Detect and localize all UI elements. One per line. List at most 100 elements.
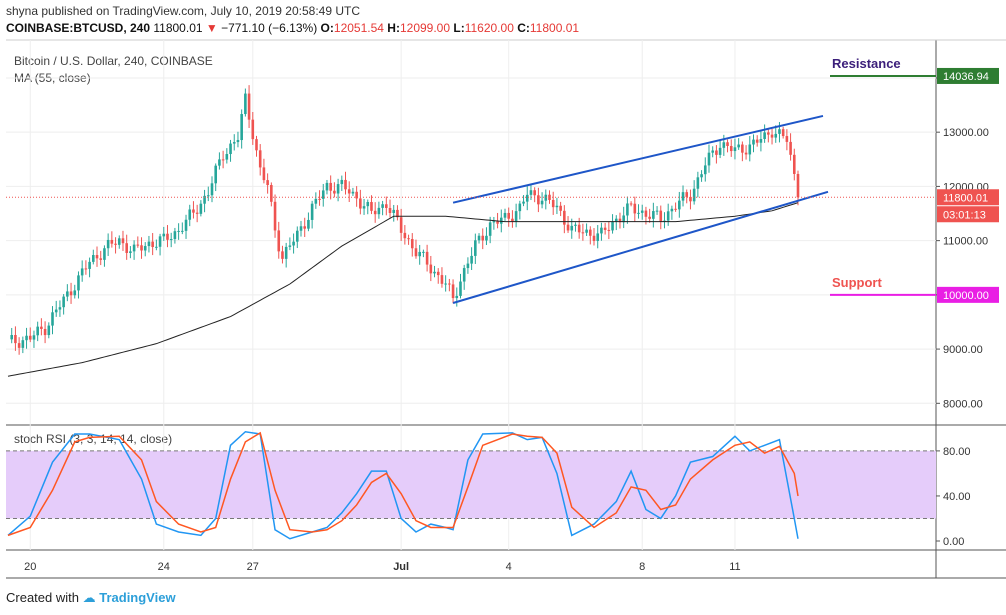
candle-body — [529, 190, 533, 195]
price-tick-label: 8000.00 — [943, 398, 983, 410]
candle-body — [655, 210, 659, 212]
low-value: 11620.00 — [464, 21, 514, 35]
candle-body — [370, 202, 373, 211]
candle-body — [551, 199, 555, 208]
candle-body — [143, 246, 147, 251]
candle-body — [199, 203, 203, 214]
candle-body — [692, 188, 696, 202]
high-value: 12099.00 — [399, 21, 451, 35]
candle-body — [385, 204, 388, 208]
candle-body — [785, 136, 789, 142]
candle-body — [451, 284, 455, 299]
candle-body — [455, 295, 459, 299]
candle-body — [140, 245, 143, 251]
candle-body — [336, 184, 340, 194]
candle-body — [659, 210, 663, 222]
candle-body — [540, 200, 544, 205]
candle-body — [166, 233, 169, 240]
candle-body — [303, 226, 307, 229]
candle-body — [158, 236, 162, 247]
time-tick-label: 8 — [639, 561, 645, 573]
candle-body — [533, 190, 536, 196]
candle-body — [689, 196, 692, 202]
candle-body — [255, 139, 258, 151]
publish-line: shyna published on TradingView.com, July… — [6, 4, 360, 18]
candles-group — [10, 85, 800, 355]
symbol-label: COINBASE:BTCUSD, 240 — [6, 21, 151, 35]
candle-body — [169, 239, 173, 241]
candle-body — [703, 165, 707, 175]
candle-body — [188, 209, 192, 220]
candle-body — [496, 221, 499, 224]
candle-body — [410, 239, 414, 249]
candle-body — [585, 229, 588, 233]
candle-body — [240, 114, 243, 141]
rsi-k-line — [7, 430, 799, 540]
created-with-text: Created with — [6, 590, 79, 605]
candle-body — [448, 283, 451, 285]
tradingview-logo-icon: ☁ — [82, 590, 96, 605]
candle-body — [355, 191, 358, 199]
candle-body — [307, 219, 310, 229]
time-tick-label: 20 — [24, 561, 36, 573]
candle-body — [329, 182, 332, 191]
candle-body — [17, 343, 21, 348]
candle-body — [759, 138, 763, 143]
candle-body — [381, 204, 384, 208]
candle-body — [214, 165, 217, 184]
candle-body — [232, 142, 236, 144]
candle-body — [14, 334, 17, 344]
candle-body — [99, 258, 103, 260]
candle-body — [377, 207, 381, 215]
candle-body — [622, 215, 625, 223]
candle-body — [136, 244, 140, 246]
candle-body — [318, 198, 321, 200]
candle-body — [574, 224, 577, 226]
candle-body — [266, 180, 269, 186]
candle-body — [103, 248, 106, 260]
candle-body — [88, 261, 91, 269]
ma-line — [7, 202, 799, 377]
candle-body — [43, 328, 47, 336]
chart-title: Bitcoin / U.S. Dollar, 240, COINBASE — [14, 54, 213, 68]
candle-body — [544, 194, 548, 201]
time-tick-label: 24 — [158, 561, 170, 573]
candle-body — [626, 203, 629, 216]
candle-body — [77, 275, 80, 291]
candle-body — [366, 202, 370, 207]
candle-body — [284, 246, 288, 259]
candle-body — [470, 255, 473, 264]
candle-body — [396, 209, 399, 218]
candle-body — [151, 241, 154, 248]
candle-body — [425, 251, 429, 265]
candle-body — [518, 203, 522, 212]
close-label: C: — [517, 21, 530, 35]
candle-body — [25, 335, 28, 341]
candle-body — [403, 232, 407, 239]
price-tick-label: 13000.00 — [943, 127, 989, 139]
candle-body — [66, 291, 69, 297]
price-tick-label: 11000.00 — [943, 236, 988, 248]
candle-body — [752, 139, 755, 145]
candle-body — [733, 147, 737, 152]
candle-body — [511, 218, 514, 222]
rsi-d-line — [7, 431, 799, 537]
candle-body — [589, 229, 592, 236]
candle-body — [796, 173, 800, 198]
candle-body — [181, 230, 184, 232]
candle-body — [652, 211, 655, 219]
countdown-badge-bg — [937, 206, 999, 223]
candle-body — [192, 209, 195, 213]
high-label: H: — [387, 21, 400, 35]
candle-body — [221, 159, 225, 161]
candle-body — [644, 210, 648, 217]
candle-body — [715, 150, 718, 155]
tradingview-brand[interactable]: TradingView — [99, 590, 176, 605]
candle-body — [770, 134, 774, 138]
candle-body — [474, 240, 477, 256]
candle-body — [499, 217, 503, 224]
candle-body — [210, 183, 214, 196]
candle-body — [514, 211, 518, 222]
candle-body — [755, 139, 759, 143]
